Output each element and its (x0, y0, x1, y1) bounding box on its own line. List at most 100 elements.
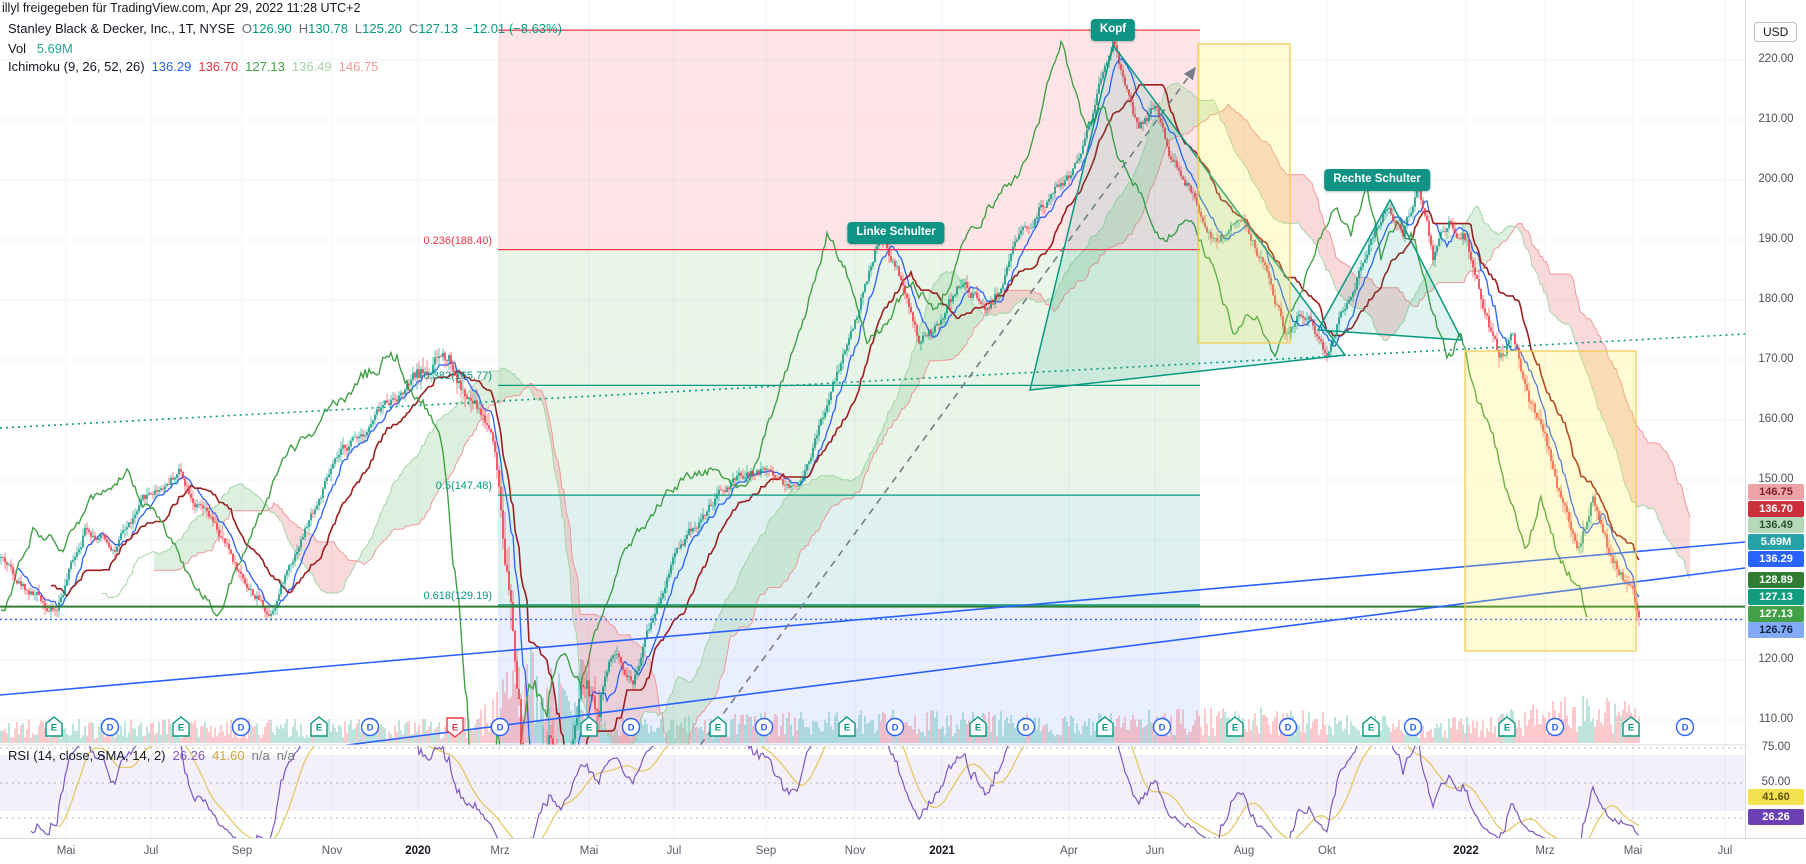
dividend-icon[interactable]: D (1545, 717, 1565, 737)
time-axis-label: Sep (231, 845, 253, 857)
svg-text:D: D (1410, 723, 1417, 734)
rsi-tick-label: 50.00 (1761, 776, 1791, 788)
earnings-icon[interactable]: E (1362, 716, 1380, 737)
highlight-box[interactable] (1464, 350, 1637, 652)
earnings-icon[interactable]: E (1622, 716, 1640, 737)
tenkan-sen-line (17, 57, 1640, 745)
earnings-icon[interactable]: E (838, 716, 856, 737)
svg-text:E: E (1504, 723, 1510, 734)
time-axis-label: Okt (1318, 845, 1336, 857)
time-axis-label: 2021 (929, 845, 955, 857)
price-tick-label: 190.00 (1758, 233, 1794, 245)
dividend-icon[interactable]: D (490, 717, 510, 737)
earnings-icon[interactable]: E (1498, 716, 1516, 737)
earnings-icon[interactable]: E (310, 716, 328, 737)
price-tick-label: 200.00 (1758, 173, 1794, 185)
price-axis-badge: 5.69M (1748, 534, 1804, 550)
dividend-icon[interactable]: D (231, 717, 251, 737)
rsi-axis-badge: 26.26 (1748, 809, 1804, 825)
svg-text:E: E (975, 723, 981, 734)
dividend-icon[interactable]: D (360, 717, 380, 737)
time-axis-label: Nov (844, 845, 866, 857)
dividend-icon[interactable]: D (1278, 717, 1298, 737)
svg-text:D: D (892, 723, 899, 734)
rsi-axis-badge: 41.60 (1748, 789, 1804, 805)
svg-text:E: E (1232, 723, 1238, 734)
price-axis-badge: 127.13 (1748, 589, 1804, 605)
svg-text:E: E (844, 723, 850, 734)
candlestick-series (0, 38, 1640, 745)
time-axis-label: Jul (666, 845, 682, 857)
price-tick-label: 180.00 (1758, 293, 1794, 305)
rsi-pane (0, 746, 1745, 838)
trendline[interactable] (639, 66, 1196, 829)
fib-level-lines[interactable] (498, 29, 1200, 606)
time-axis-label: Mrz (490, 845, 510, 857)
svg-text:E: E (452, 723, 458, 734)
dividend-icon[interactable]: D (621, 717, 641, 737)
trendline[interactable] (0, 541, 1745, 696)
time-axis-label: Aug (1233, 845, 1255, 857)
time-axis-label: Nov (321, 845, 343, 857)
price-tick-label: 220.00 (1758, 53, 1794, 65)
earnings-icon[interactable]: E (1226, 716, 1244, 737)
dividend-icon[interactable]: D (1403, 717, 1423, 737)
chikou-span-line (0, 39, 1588, 745)
dividend-icon[interactable]: D (1152, 717, 1172, 737)
time-axis-label: Sep (755, 845, 777, 857)
earnings-icon[interactable]: E (580, 716, 598, 737)
price-axis-badge: 136.29 (1748, 551, 1804, 567)
svg-text:D: D (107, 723, 114, 734)
dividend-icon[interactable]: D (754, 717, 774, 737)
symbol-title[interactable]: Stanley Black & Decker, Inc., 1T, NYSE (8, 21, 235, 36)
dividend-icon[interactable]: D (1016, 717, 1036, 737)
dividend-icon[interactable]: D (885, 717, 905, 737)
ichimoku-label[interactable]: Ichimoku (9, 26, 52, 26) (8, 59, 145, 74)
svg-text:E: E (715, 723, 721, 734)
time-axis-label: Mai (579, 845, 599, 857)
right-shoulder-pattern-label[interactable]: Rechte Schulter (1324, 169, 1430, 191)
left-shoulder-pattern-label[interactable]: Linke Schulter (847, 222, 945, 244)
svg-text:D: D (497, 723, 504, 734)
pattern-triangle[interactable] (1316, 198, 1464, 341)
price-axis-badge: 126.76 (1748, 622, 1804, 638)
time-axis-label: Mrz (1535, 845, 1555, 857)
earnings-icon[interactable]: E (709, 716, 727, 737)
currency-button[interactable]: USD (1754, 22, 1798, 42)
time-axis-label: Apr (1060, 845, 1078, 857)
earnings-icon[interactable]: E (969, 716, 987, 737)
svg-text:D: D (628, 723, 635, 734)
senkou-a-line (102, 82, 1691, 745)
earnings-icon[interactable]: E (172, 716, 190, 737)
time-axis[interactable]: Mai Jul Sep Nov 2020 Mrz Mai Jul Sep Nov 2021 Apr Ju… (0, 838, 1806, 864)
earnings-icon[interactable]: E (1096, 716, 1114, 737)
svg-text:D: D (1159, 723, 1166, 734)
svg-text:E: E (1628, 723, 1634, 734)
earnings-icon[interactable]: E (45, 716, 63, 737)
fib-retracement-zones[interactable] (498, 30, 1200, 745)
earnings-icon[interactable]: E (446, 717, 464, 738)
rsi-label[interactable]: RSI (14, close, SMA, 14, 2) (8, 748, 166, 763)
highlight-box[interactable] (1197, 43, 1291, 344)
head-pattern-label[interactable]: Kopf (1090, 19, 1136, 41)
time-axis-label: 2022 (1453, 845, 1479, 857)
price-axis[interactable]: USD 220.00 210.00 200.00 190.00 180.00 170.00… (1745, 0, 1806, 838)
time-axis-label: Mai (1623, 845, 1643, 857)
volume-label[interactable]: Vol (8, 41, 27, 56)
trendline[interactable] (150, 567, 1745, 770)
svg-text:D: D (1682, 723, 1689, 734)
price-axis-badge: 127.13 (1748, 606, 1804, 622)
price-tick-label: 210.00 (1758, 113, 1794, 125)
dividend-icon[interactable]: D (100, 717, 120, 737)
pattern-triangle[interactable] (1029, 43, 1347, 391)
svg-text:E: E (316, 723, 322, 734)
dividend-icon[interactable]: D (1675, 717, 1695, 737)
time-axis-label: 2020 (405, 845, 431, 857)
rsi-tick-label: 75.00 (1761, 741, 1791, 753)
price-axis-badge: 136.49 (1748, 517, 1804, 533)
grid (0, 0, 1745, 838)
time-axis-label: Jun (1145, 845, 1165, 857)
svg-text:D: D (1285, 723, 1292, 734)
